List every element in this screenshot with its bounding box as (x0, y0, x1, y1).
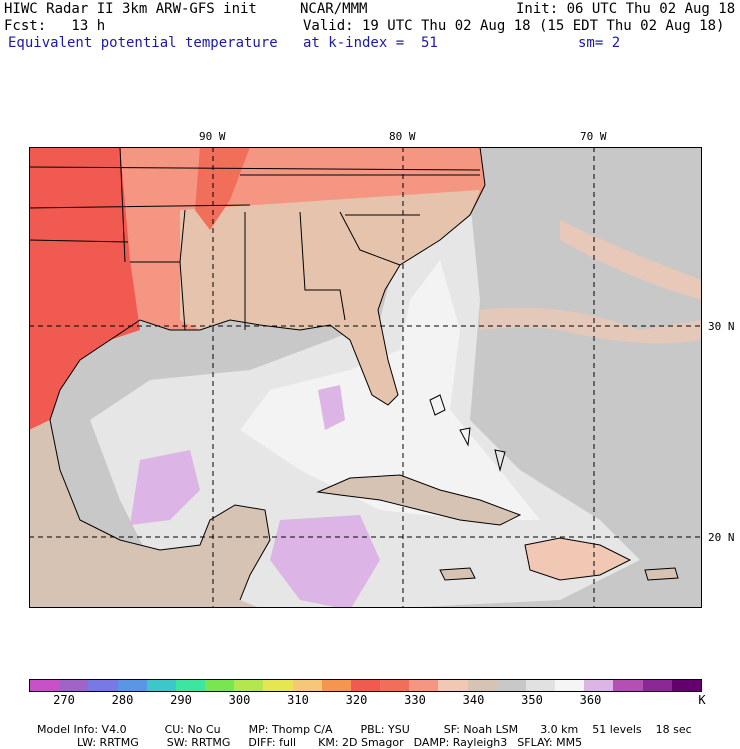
colorbar-swatch (525, 680, 556, 691)
land-hot-region (29, 147, 140, 430)
colorbar-tick-label: 290 (170, 693, 192, 707)
map-frame (29, 147, 702, 608)
purple-pocket-gulf (130, 450, 200, 525)
colorbar-swatch (555, 680, 585, 691)
colorbar-swatch (59, 680, 89, 691)
colorbar-swatch (613, 680, 643, 691)
state-lines (29, 147, 481, 331)
level-text: at k-index = 51 (303, 35, 438, 51)
colorbar-swatch (117, 680, 147, 691)
damp-scheme: DAMP: Rayleigh3 (413, 736, 508, 749)
footer-line-2: LW: RRTMG SW: RRTMG DIFF: full KM: 2D Smago… (70, 725, 582, 749)
km-scheme: KM: 2D Smagor (318, 736, 404, 749)
colorbar-swatch (380, 680, 410, 691)
colorbar-tick-label: 280 (111, 693, 134, 707)
boundaries (29, 147, 679, 601)
lon-label-70w: 70 W (580, 130, 607, 143)
colorbar-swatch (205, 680, 235, 691)
colorbar-swatch (146, 680, 176, 691)
colorbar-swatch (642, 680, 672, 691)
colorbar-swatch (671, 680, 701, 691)
model-info: Model Info: V4.0 (37, 723, 127, 736)
sflay-scheme: SFLAY: MM5 (517, 736, 583, 749)
timestep: 18 sec (655, 723, 692, 736)
diff-scheme: DIFF: full (248, 736, 297, 749)
warm-atlantic-band (560, 220, 702, 300)
colorbar-swatch (467, 680, 497, 691)
footer-line-1: Model Info: V4.0 CU: No Cu MP: Thomp C/A PB… (30, 712, 692, 736)
colorbar-tick-label: K (698, 693, 706, 707)
pbl-scheme: PBL: YSU (360, 723, 410, 736)
smooth-text: sm= 2 (578, 35, 621, 51)
colorbar-swatch (438, 680, 468, 691)
colorbar-tick-label: 330 (404, 693, 426, 707)
cuba-outline (316, 474, 522, 526)
colorbar-tick-label: 320 (345, 693, 368, 707)
lon-label-90w: 90 W (199, 130, 226, 143)
sw-scheme: SW: RRTMG (166, 736, 231, 749)
purple-pocket-caribbean (270, 515, 380, 608)
valid-text: Valid: 19 UTC Thu 02 Aug 18 (15 EDT Thu … (303, 18, 725, 34)
jamaica-outline (439, 567, 476, 581)
land-southeast-tan (180, 190, 480, 405)
colorbar-swatch (409, 680, 439, 691)
colorbar-swatch (30, 680, 60, 691)
field-name: Equivalent potential temperature (8, 35, 278, 51)
colorbar-swatch (321, 680, 351, 691)
puerto-rico-outline (644, 567, 679, 581)
purple-pocket-florida-strait (318, 385, 345, 430)
land-cuba (318, 475, 520, 525)
colorbar-swatch (496, 680, 526, 691)
levels: 51 levels (592, 723, 642, 736)
lat-label-30n: 30 N (708, 320, 735, 333)
colorbar-tick-label: 340 (462, 693, 485, 707)
colorbar-tick-label: 350 (521, 693, 543, 707)
colorbar-tick-label: 300 (228, 693, 251, 707)
init-text: Init: 06 UTC Thu 02 Aug 18 (516, 1, 736, 17)
mp-scheme: MP: Thomp C/A (248, 723, 333, 736)
land-jamaica (440, 568, 475, 580)
land-mexico (29, 420, 270, 608)
land-hispaniola (525, 538, 630, 580)
sf-scheme: SF: Noah LSM (443, 723, 519, 736)
colorbar (29, 679, 702, 692)
title-text: HIWC Radar II 3km ARW-GFS init (4, 1, 257, 17)
colorbar-tick-label: 270 (53, 693, 75, 707)
lw-scheme: LW: RRTMG (77, 736, 139, 749)
colorbar-swatch (234, 680, 264, 691)
hispaniola-outline (524, 537, 632, 581)
bahamas-outline (429, 394, 506, 472)
colorbar-tick-label: 360 (579, 693, 602, 707)
colorbar-swatch (350, 680, 381, 691)
org-text: NCAR/MMM (300, 1, 368, 17)
colorbar-swatch (584, 680, 614, 691)
colorbar-tick-label: 310 (287, 693, 309, 707)
cu-scheme: CU: No Cu (164, 723, 221, 736)
lon-label-80w: 80 W (389, 130, 416, 143)
warm-atlantic-band-2 (480, 307, 702, 344)
colorbar-swatch (263, 680, 293, 691)
fcst-text: Fcst: 13 h (4, 18, 106, 34)
colorbar-swatch (175, 680, 206, 691)
lat-label-20n: 20 N (708, 531, 735, 544)
land-puerto-rico (645, 568, 678, 580)
colorbar-swatch (88, 680, 118, 691)
colorbar-swatch (292, 680, 322, 691)
resolution: 3.0 km (540, 723, 579, 736)
